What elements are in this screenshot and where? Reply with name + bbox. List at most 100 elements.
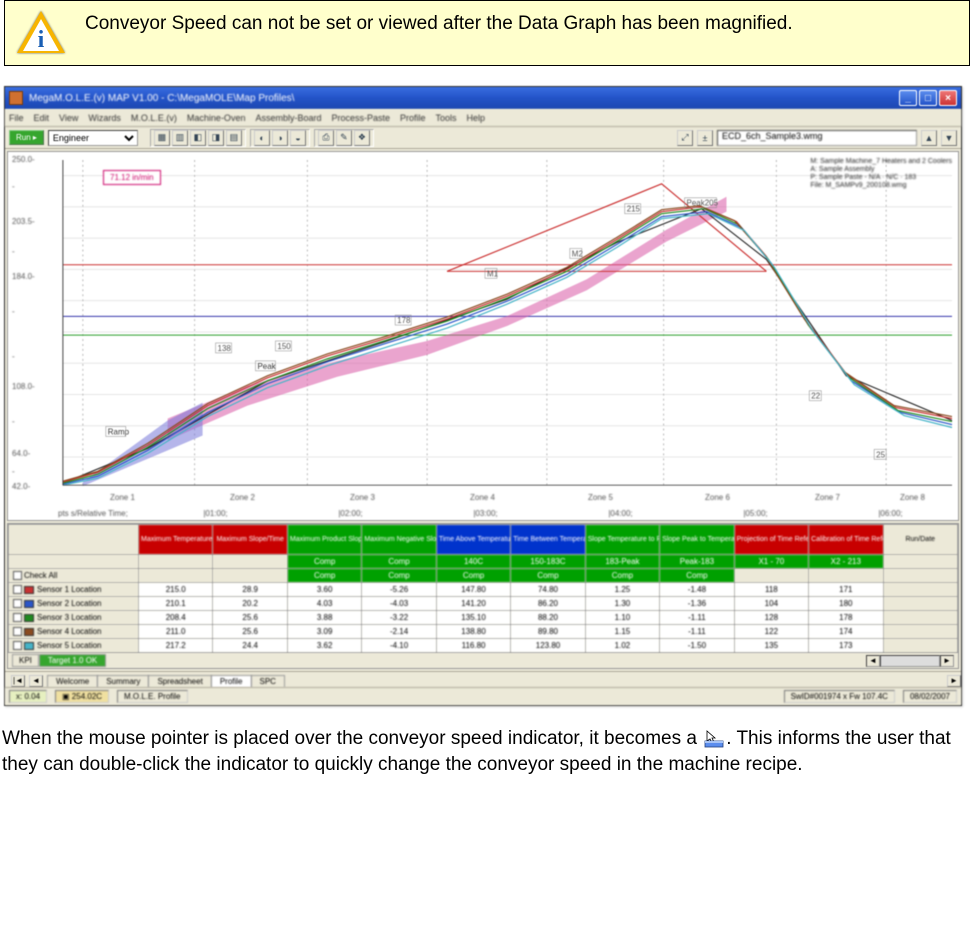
tool-icon[interactable]: ◑ — [272, 130, 288, 146]
table-header — [9, 525, 139, 555]
table-row-label[interactable]: Sensor 1 Location — [9, 583, 139, 597]
toolbar: Run ▸ Engineer ▦ ▥ ◧ ◨ ▤ ◐ ◑ ◒ ⎙ ✎ ❖ ⤢ ±… — [5, 127, 961, 149]
tab-summary[interactable]: Summary — [97, 675, 149, 687]
table-cell: 4.03 — [287, 597, 361, 611]
close-button[interactable]: × — [939, 90, 957, 106]
footer-tab[interactable]: Target 1.0 OK — [39, 654, 106, 667]
tool-icon[interactable]: ◒ — [290, 130, 306, 146]
table-cell: 173 — [809, 639, 883, 653]
statusbar: x: 0.04 ▣ 254.02C M.O.L.E. Profile SwID#… — [5, 687, 961, 705]
menu-item[interactable]: Tools — [436, 113, 457, 123]
zone-label: Zone 4 — [470, 493, 495, 502]
table-cell: 147.80 — [436, 583, 510, 597]
table-cell: 86.20 — [511, 597, 585, 611]
menu-item[interactable]: Assembly-Board — [255, 113, 321, 123]
up-icon[interactable]: ▲ — [921, 130, 937, 146]
ytick: - — [12, 467, 15, 476]
menubar[interactable]: File Edit View Wizards M.O.L.E.(v) Machi… — [5, 109, 961, 127]
table-subheader: 150-183C — [511, 555, 585, 569]
legend-line: A: Sample Assembly — [810, 166, 952, 174]
warning-triangle-icon: i — [17, 9, 65, 57]
tab-profile[interactable]: Profile — [211, 675, 252, 687]
scrollbar[interactable] — [880, 655, 940, 667]
tool-icon[interactable]: ❖ — [354, 130, 370, 146]
table-cell: Comp — [511, 569, 585, 583]
tab-welcome[interactable]: Welcome — [47, 675, 98, 687]
role-combo[interactable]: Engineer — [48, 130, 138, 146]
table-subheader: 140C — [436, 555, 510, 569]
xtick: |05:00; — [688, 509, 823, 518]
menu-item[interactable]: File — [9, 113, 24, 123]
table-row-label[interactable]: Sensor 2 Location — [9, 597, 139, 611]
table-cell: 208.4 — [139, 611, 213, 625]
zone-label: Zone 5 — [588, 493, 613, 502]
table-cell: 25.6 — [213, 625, 287, 639]
table-cell: Comp — [585, 569, 659, 583]
tool-icon[interactable]: ▤ — [226, 130, 242, 146]
checkall-row[interactable]: Check All — [9, 569, 139, 583]
table-cell: 1.02 — [585, 639, 659, 653]
table-cell: -1.11 — [660, 625, 734, 639]
app-icon — [9, 91, 23, 105]
body-paragraph: When the mouse pointer is placed over th… — [2, 726, 972, 777]
table-row-label[interactable]: Sensor 5 Location — [9, 639, 139, 653]
ytick: 42.0- — [12, 482, 30, 491]
table-cell: 174 — [809, 625, 883, 639]
menu-item[interactable]: Machine-Oven — [187, 113, 246, 123]
menu-item[interactable]: Edit — [34, 113, 50, 123]
tab-spc[interactable]: SPC — [251, 675, 285, 687]
table-cell — [883, 597, 957, 611]
tab-nav-next-icon[interactable]: ► — [947, 675, 961, 687]
status-temp: ▣ 254.02C — [55, 690, 109, 703]
menu-item[interactable]: Help — [467, 113, 486, 123]
profile-filename: ECD_6ch_Sample3.wmg — [717, 130, 917, 146]
table-row-label[interactable]: Sensor 4 Location — [9, 625, 139, 639]
run-button[interactable]: Run ▸ — [9, 130, 44, 145]
footer-tab[interactable]: KPI — [12, 654, 39, 667]
table-cell: 215.0 — [139, 583, 213, 597]
profile-chart[interactable]: 138150178PeakRampM1M2215Peak2052225 71.1… — [7, 151, 959, 521]
menu-item[interactable]: Profile — [400, 113, 426, 123]
menu-item[interactable]: View — [59, 113, 78, 123]
menu-item[interactable]: M.O.L.E.(v) — [131, 113, 177, 123]
tab-nav-first-icon[interactable]: |◄ — [11, 675, 25, 687]
svg-text:150: 150 — [277, 342, 291, 351]
maximize-button[interactable]: □ — [919, 90, 937, 106]
tool-icon[interactable]: ✎ — [336, 130, 352, 146]
menu-item[interactable]: Wizards — [88, 113, 121, 123]
tool-icon[interactable]: ▥ — [172, 130, 188, 146]
ytick: - — [12, 307, 15, 316]
down-icon[interactable]: ▼ — [941, 130, 957, 146]
tab-nav-prev-icon[interactable]: ◄ — [29, 675, 43, 687]
scroll-right-icon[interactable]: ► — [940, 655, 954, 667]
table-header: Maximum Negative Slope — [362, 525, 436, 555]
xtick: |01:00; — [148, 509, 283, 518]
tab-spreadsheet[interactable]: Spreadsheet — [148, 675, 211, 687]
tool-icon[interactable]: ⎙ — [318, 130, 334, 146]
menu-item[interactable]: Process-Paste — [331, 113, 390, 123]
scroll-left-icon[interactable]: ◄ — [866, 655, 880, 667]
tool-icon[interactable]: ◐ — [254, 130, 270, 146]
zoom-icon[interactable]: ⤢ — [677, 130, 693, 146]
table-header: Calibration of Time Reference — [809, 525, 883, 555]
ytick: 64.0- — [12, 449, 30, 458]
table-cell: 25.6 — [213, 611, 287, 625]
tool-icon[interactable]: ◧ — [190, 130, 206, 146]
table-subheader: 183-Peak — [585, 555, 659, 569]
table-header: Run/Date — [883, 525, 957, 555]
table-cell: Comp — [436, 569, 510, 583]
zone-label: Zone 2 — [230, 493, 255, 502]
ytick: - — [12, 352, 15, 361]
table-subheader — [139, 555, 213, 569]
table-cell: 135 — [734, 639, 808, 653]
table-header: Slope Peak to Temperature — [660, 525, 734, 555]
table-cell: 180 — [809, 597, 883, 611]
minimize-button[interactable]: _ — [899, 90, 917, 106]
tool-icon[interactable]: ◨ — [208, 130, 224, 146]
maximize-icon[interactable]: ± — [697, 130, 713, 146]
table-cell: 211.0 — [139, 625, 213, 639]
svg-text:Ramp: Ramp — [108, 427, 130, 436]
tool-icon[interactable]: ▦ — [154, 130, 170, 146]
conveyor-speed-indicator[interactable]: 71.12 in/min — [103, 170, 161, 185]
table-row-label[interactable]: Sensor 3 Location — [9, 611, 139, 625]
